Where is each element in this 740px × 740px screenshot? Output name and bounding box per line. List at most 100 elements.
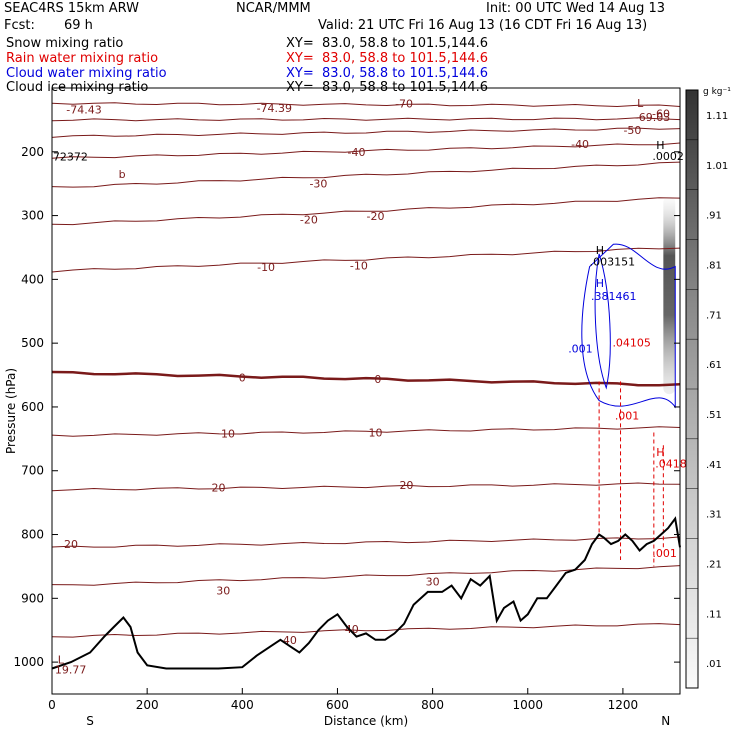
isotherm-label: 30 [216, 585, 230, 598]
isotherm-label: -20 [300, 213, 318, 226]
contour-annotation: -74.39 [257, 102, 292, 115]
isotherm-line [51, 102, 681, 108]
contour-annotation: -74.43 [66, 104, 101, 117]
x-tick-label: 800 [421, 698, 444, 712]
contour-annotation: .04105 [612, 336, 651, 349]
isotherm-line [51, 482, 681, 492]
contour-annotation: H [656, 446, 664, 459]
colorbar-tick-label: .41 [706, 460, 722, 471]
isotherm-label: -30 [309, 178, 327, 191]
field-xy-snow: XY= 83.0, 58.8 to 101.5,144.6 [286, 36, 489, 51]
isotherm-label: 20 [399, 479, 413, 492]
isotherm-line [51, 161, 681, 188]
fcst-label: Fcst: [4, 18, 35, 33]
isotherm-line [51, 565, 681, 586]
isotherm-label: 0 [374, 373, 381, 386]
colorbar-tick-label: .51 [706, 410, 722, 421]
colorbar-tick-label: .21 [706, 559, 722, 570]
isotherm-line [51, 142, 681, 159]
isotherm-label: 30 [426, 576, 440, 589]
y-tick-label: 200 [21, 145, 44, 159]
contour-annotation: L [58, 653, 65, 666]
isotherm-label: 20 [212, 481, 226, 494]
contour-annotation: .001 [652, 547, 677, 560]
cloud-water-contour [581, 243, 676, 409]
x-tick-label: 0 [48, 698, 56, 712]
x-tick-label: 400 [231, 698, 254, 712]
colorbar-tick-label: .31 [706, 510, 722, 521]
organization: NCAR/MMM [236, 1, 311, 16]
isotherm-label: 10 [221, 428, 235, 441]
fcst-value: 69 h [64, 18, 93, 33]
isotherm-label: -40 [571, 138, 589, 151]
contour-annotation: -69.03 [635, 111, 670, 124]
field-xy-cloud-water: XY= 83.0, 58.8 to 101.5,144.6 [286, 66, 489, 81]
isotherm-label: -10 [350, 259, 368, 272]
contour-annotation: 72372 [53, 151, 88, 164]
isotherm-label: 20 [64, 538, 78, 551]
isotherm-label: -20 [367, 210, 385, 223]
isotherm-line [51, 623, 681, 638]
colorbar-tick-label: .01 [706, 659, 722, 670]
field-name-snow: Snow mixing ratio [6, 36, 124, 51]
contour-annotation: L [637, 97, 644, 110]
field-name-rain: Rain water mixing ratio [6, 51, 159, 66]
colorbar-tick-label: 1.01 [706, 161, 728, 172]
contour-annotation: .001 [615, 410, 640, 423]
contour-annotation: .0002 [652, 150, 684, 163]
y-tick-label: 300 [21, 209, 44, 223]
init-time: Init: 00 UTC Wed 14 Aug 13 [486, 1, 666, 16]
model-title: SEAC4RS 15km ARW [4, 1, 140, 16]
isotherm-label: -40 [348, 146, 366, 159]
isotherm-line [51, 536, 681, 548]
colorbar-tick-label: 1.11 [706, 111, 728, 122]
contour-annotation: .001 [568, 343, 593, 356]
isotherm-label: 0 [239, 372, 246, 385]
isotherm-label: -50 [623, 124, 641, 137]
contour-annotation: .003151 [590, 255, 636, 268]
y-tick-label: 400 [21, 272, 44, 286]
y-tick-label: 1000 [13, 655, 44, 669]
cloud-ice-shading [663, 196, 676, 395]
isotherm-label: -10 [257, 261, 275, 274]
terrain-line [51, 516, 681, 670]
isotherm-label: 40 [283, 634, 297, 647]
x-tick-label: 1200 [608, 698, 639, 712]
colorbar-tick-label: .91 [706, 211, 722, 222]
contour-annotation: b [119, 168, 126, 181]
plot-frame [51, 87, 681, 695]
isotherm-label: 40 [345, 623, 359, 636]
colorbar-tick-label: .11 [706, 609, 722, 620]
isotherm-label: -70 [395, 97, 413, 110]
contour-annotation: H [596, 277, 604, 290]
isotherm-line [51, 370, 681, 387]
colorbar-unit: g kg⁻¹ [703, 87, 731, 97]
isotherm-label: -60 [652, 108, 670, 121]
contour-annotation: H [656, 139, 664, 152]
contour-annotation: 19.77 [55, 664, 87, 677]
field-name-cloud-water: Cloud water mixing ratio [6, 66, 167, 81]
y-tick-label: 900 [21, 591, 44, 605]
cloud-water-contour [594, 253, 611, 390]
x-tick-label: 600 [326, 698, 349, 712]
contour-annotation: .381461 [591, 290, 637, 303]
y-tick-label: 600 [21, 400, 44, 414]
colorbar-tick-label: .71 [706, 310, 722, 321]
north-end-label: N [661, 714, 670, 728]
x-axis-label: Distance (km) [324, 714, 408, 728]
colorbar-tick-label: .61 [706, 360, 722, 371]
contour-annotation: H [596, 244, 604, 257]
contour-annotation: .04180 [655, 458, 694, 471]
isotherm-line [51, 247, 681, 273]
y-tick-label: 700 [21, 464, 44, 478]
colorbar-tick-label: .81 [706, 260, 722, 271]
y-tick-label: 800 [21, 528, 44, 542]
y-tick-label: 500 [21, 336, 44, 350]
valid-time: Valid: 21 UTC Fri 16 Aug 13 (16 CDT Fri … [318, 18, 648, 33]
south-end-label: S [86, 714, 94, 728]
isotherm-label: 10 [369, 426, 383, 439]
isotherm-line [51, 117, 681, 122]
x-tick-label: 200 [136, 698, 159, 712]
x-tick-label: 1000 [512, 698, 543, 712]
